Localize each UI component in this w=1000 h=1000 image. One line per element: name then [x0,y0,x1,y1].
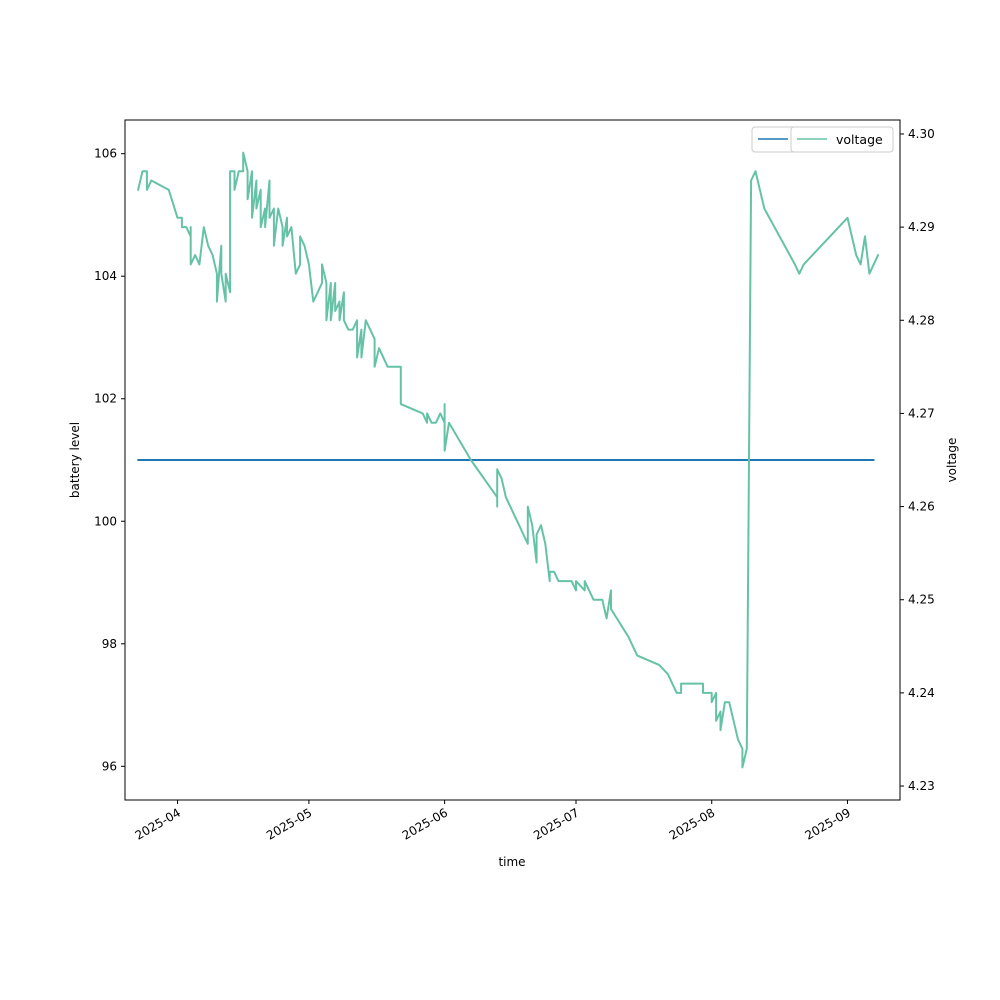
left-y-tick-label: 96 [102,759,117,773]
right-y-tick-label: 4.26 [908,500,935,514]
left-y-tick-label: 104 [94,269,117,283]
series-layer [137,151,880,769]
plot-frame [124,119,901,801]
right-y-tick-label: 4.25 [908,593,935,607]
right-y-tick-label: 4.30 [908,127,935,141]
legend-voltage-frame [790,126,894,153]
legend-voltage: voltage [790,126,894,153]
left-y-tick-label: 100 [94,514,117,528]
left-y-axis-label: battery level [68,422,82,498]
left-y-tick-label: 106 [94,147,117,161]
right-y-tick-label: 4.29 [908,220,935,234]
left-y-tick-label: 102 [94,392,117,406]
right-y-tick-label: 4.27 [908,406,935,420]
right-y-axis-label: voltage [945,438,959,483]
left-y-tick-label: 98 [102,637,117,651]
right-y-tick-label: 4.28 [908,313,935,327]
right-y-tick-label: 4.24 [908,686,935,700]
left-y-axis: 96 98 100 102 104 106 [94,147,125,773]
legend-voltage-label: voltage [836,132,883,147]
series-line-voltage [137,151,880,769]
right-y-tick-label: 4.23 [908,779,935,793]
right-y-axis: 4.23 4.24 4.25 4.26 4.27 4.28 4.29 4.30 [900,127,935,793]
x-axis-label: time [498,855,525,869]
